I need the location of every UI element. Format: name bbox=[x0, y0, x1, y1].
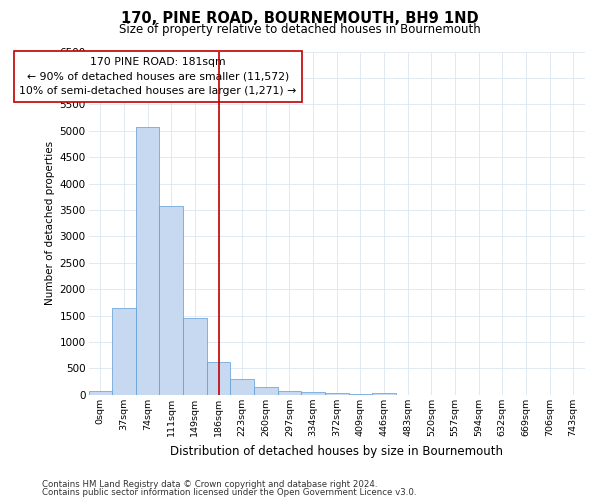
Y-axis label: Number of detached properties: Number of detached properties bbox=[46, 141, 55, 306]
Text: Contains HM Land Registry data © Crown copyright and database right 2024.: Contains HM Land Registry data © Crown c… bbox=[42, 480, 377, 489]
Text: 170, PINE ROAD, BOURNEMOUTH, BH9 1ND: 170, PINE ROAD, BOURNEMOUTH, BH9 1ND bbox=[121, 11, 479, 26]
Text: Size of property relative to detached houses in Bournemouth: Size of property relative to detached ho… bbox=[119, 22, 481, 36]
Bar bbox=[372, 394, 396, 395]
Bar bbox=[89, 391, 112, 395]
Text: Contains public sector information licensed under the Open Government Licence v3: Contains public sector information licen… bbox=[42, 488, 416, 497]
Text: 170 PINE ROAD: 181sqm
← 90% of detached houses are smaller (11,572)
10% of semi-: 170 PINE ROAD: 181sqm ← 90% of detached … bbox=[19, 56, 296, 96]
Bar bbox=[136, 126, 160, 395]
Bar bbox=[301, 392, 325, 395]
Bar bbox=[230, 379, 254, 395]
Bar bbox=[325, 394, 349, 395]
Bar bbox=[254, 387, 278, 395]
Bar bbox=[160, 206, 183, 395]
Bar bbox=[349, 394, 372, 395]
X-axis label: Distribution of detached houses by size in Bournemouth: Distribution of detached houses by size … bbox=[170, 444, 503, 458]
Bar bbox=[207, 362, 230, 395]
Bar bbox=[278, 390, 301, 395]
Bar bbox=[183, 318, 207, 395]
Bar bbox=[112, 308, 136, 395]
